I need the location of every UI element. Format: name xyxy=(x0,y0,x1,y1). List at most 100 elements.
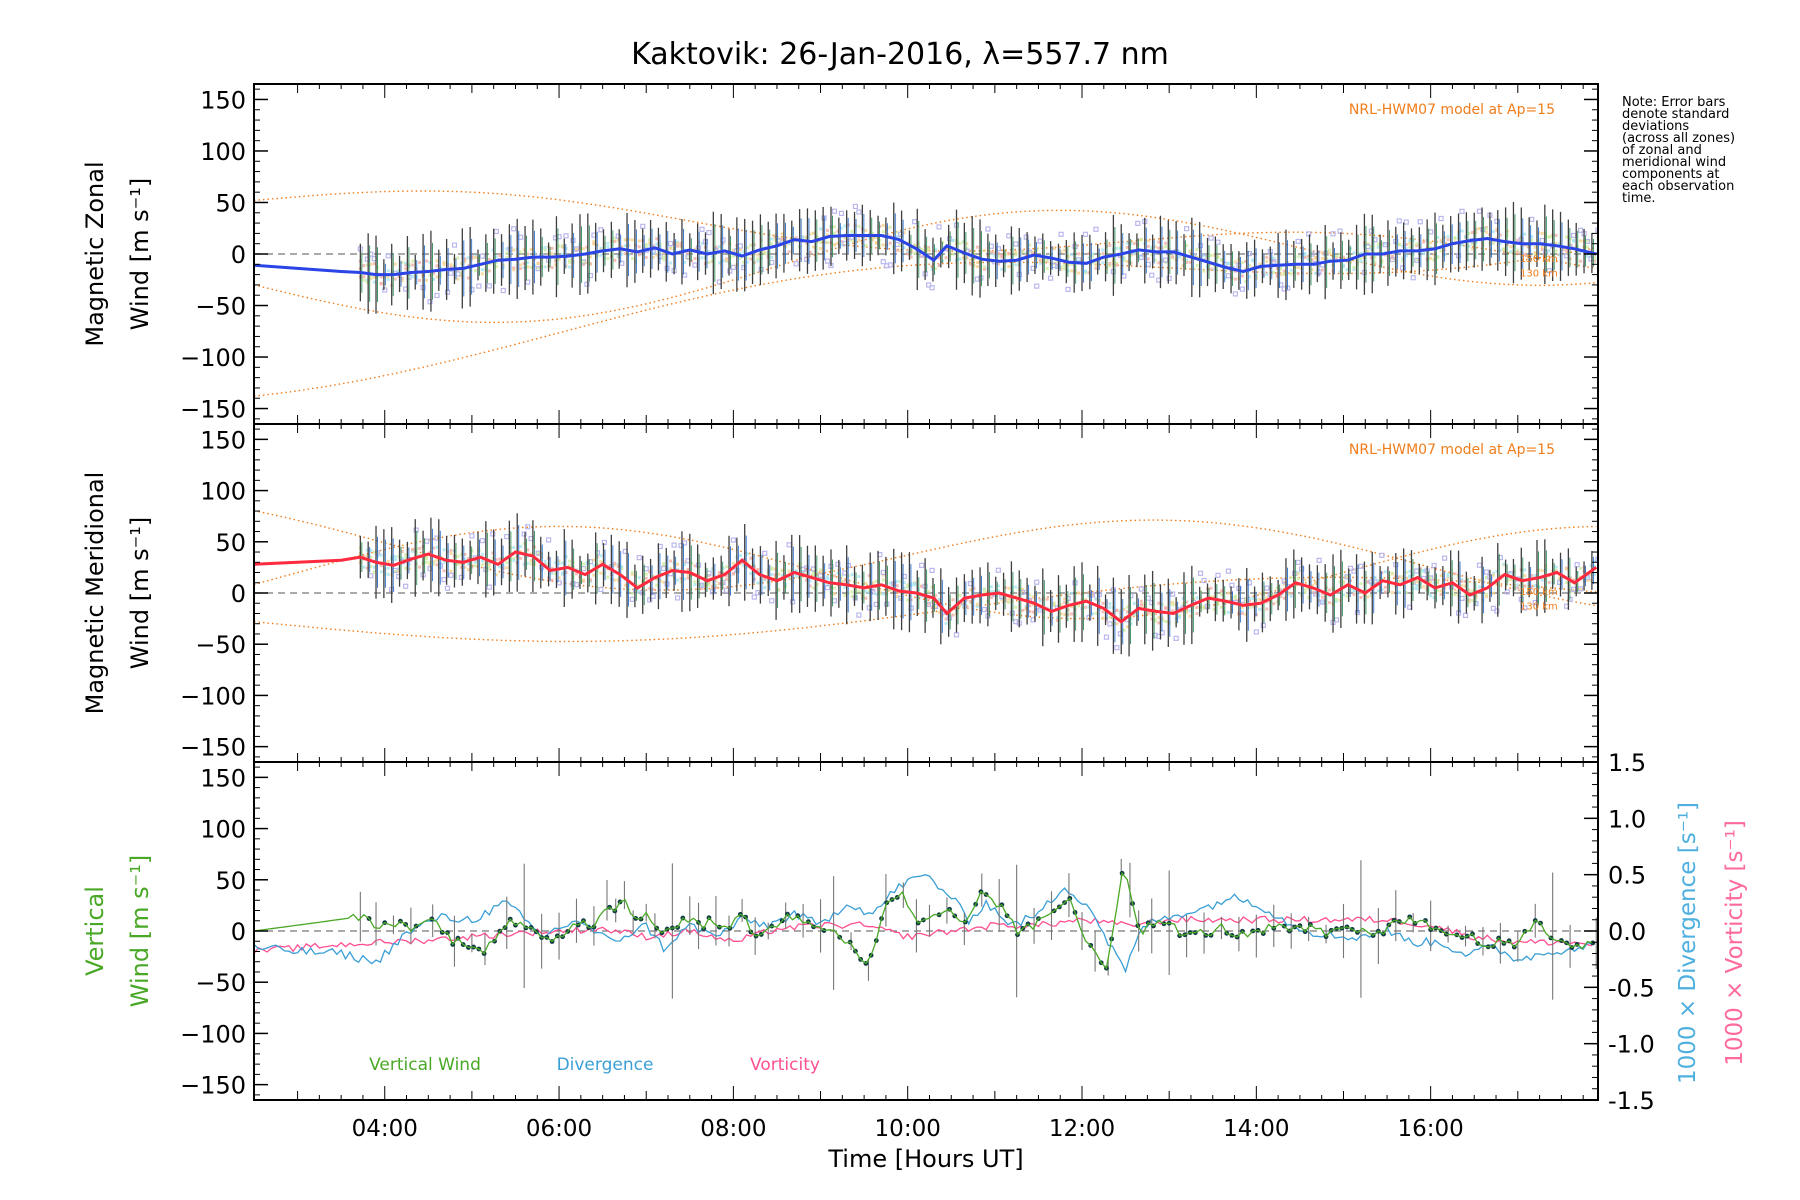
x-tick-label: 14:00 xyxy=(1223,1116,1289,1142)
zone-sample xyxy=(1073,613,1077,617)
zone-sample xyxy=(487,257,491,261)
zone-sample xyxy=(386,277,390,281)
zone-sample xyxy=(1199,596,1203,600)
zone-sample xyxy=(365,280,369,284)
scatter-point xyxy=(584,281,590,287)
zone-sample xyxy=(1335,599,1339,603)
scatter-point xyxy=(1166,275,1172,281)
zone-sample xyxy=(1247,275,1251,279)
zone-sample xyxy=(1265,272,1269,276)
zone-sample xyxy=(899,249,903,253)
zone-sample xyxy=(993,254,997,258)
zone-sample xyxy=(832,243,836,247)
zone-sample xyxy=(805,578,809,582)
zone-sample xyxy=(930,600,934,604)
scatter-point xyxy=(1239,597,1245,603)
scatter-point xyxy=(1093,226,1099,232)
zone-sample xyxy=(773,567,777,571)
scatter-point xyxy=(1351,568,1357,574)
zone-sample xyxy=(1077,259,1081,263)
zone-sample xyxy=(369,548,373,552)
zone-sample xyxy=(1589,563,1593,567)
zone-sample xyxy=(1335,254,1339,258)
zone-sample xyxy=(1125,245,1129,249)
zone-sample xyxy=(1132,601,1136,605)
zone-sample xyxy=(1387,574,1391,578)
zone-sample xyxy=(881,243,885,247)
zone-sample xyxy=(1199,256,1203,260)
zone-sample xyxy=(536,266,540,270)
zone-sample xyxy=(948,599,952,603)
zone-sample xyxy=(365,263,369,267)
zone-sample xyxy=(1530,586,1534,590)
zone-sample xyxy=(400,277,404,281)
scatter-point xyxy=(469,533,475,539)
zone-sample xyxy=(1028,610,1032,614)
zone-sample xyxy=(1136,238,1140,242)
zone-sample xyxy=(529,562,533,566)
zone-sample xyxy=(996,584,1000,588)
scatter-point xyxy=(1438,215,1444,222)
zone-sample xyxy=(418,546,422,550)
scatter-point xyxy=(1595,227,1598,233)
zone-sample xyxy=(581,578,585,582)
zone-sample xyxy=(508,558,512,562)
zone-sample xyxy=(1087,271,1091,275)
scatter-point xyxy=(936,224,942,230)
zone-sample xyxy=(487,560,491,564)
zone-sample xyxy=(968,588,972,592)
scatter-point xyxy=(793,261,799,267)
scatter-point xyxy=(856,612,862,618)
zone-sample xyxy=(1118,247,1122,251)
zone-sample xyxy=(1498,241,1502,245)
zone-sample xyxy=(1178,250,1182,254)
zone-sample xyxy=(1219,258,1223,262)
zone-sample xyxy=(529,552,533,556)
scatter-point xyxy=(1577,227,1584,233)
zone-sample xyxy=(1575,244,1579,248)
zone-sample xyxy=(1369,584,1373,588)
zone-sample xyxy=(1516,583,1520,587)
zone-sample xyxy=(651,251,655,255)
zone-sample xyxy=(379,553,383,557)
zone-sample xyxy=(1261,593,1265,597)
scatter-point xyxy=(1023,234,1029,240)
zone-sample xyxy=(498,565,502,569)
zone-sample xyxy=(801,235,805,239)
scatter-point xyxy=(451,242,458,248)
zone-sample xyxy=(1279,594,1283,598)
zone-sample xyxy=(494,573,498,577)
zone-sample xyxy=(459,274,463,278)
zone-sample xyxy=(934,247,938,251)
zone-sample xyxy=(1376,589,1380,593)
zone-sample xyxy=(1589,249,1593,253)
zone-sample xyxy=(1157,261,1161,265)
scatter-point xyxy=(1197,570,1204,576)
zone-sample xyxy=(432,277,436,281)
zone-sample xyxy=(1516,250,1520,254)
zone-sample xyxy=(1240,605,1244,609)
zone-sample xyxy=(1104,604,1108,608)
zone-sample xyxy=(1359,257,1363,261)
zone-sample xyxy=(948,613,952,617)
zone-sample xyxy=(1387,583,1391,587)
scatter-point xyxy=(1476,208,1483,214)
zone-sample xyxy=(839,239,843,243)
zone-sample xyxy=(526,561,530,565)
zone-sample xyxy=(679,241,683,245)
zone-sample xyxy=(843,579,847,583)
zone-sample xyxy=(676,578,680,582)
zone-sample xyxy=(819,247,823,251)
zone-sample xyxy=(1314,256,1318,260)
zone-sample xyxy=(1125,610,1129,614)
scatter-point xyxy=(434,292,440,299)
zone-sample xyxy=(707,583,711,587)
zone-sample xyxy=(644,245,648,249)
zone-sample xyxy=(717,582,721,586)
scatter-point xyxy=(1201,577,1207,584)
scatter-point xyxy=(661,565,667,571)
zone-sample xyxy=(819,571,823,575)
scatter-point xyxy=(448,270,454,276)
zone-sample xyxy=(1014,585,1018,589)
zone-sample xyxy=(1558,241,1562,245)
